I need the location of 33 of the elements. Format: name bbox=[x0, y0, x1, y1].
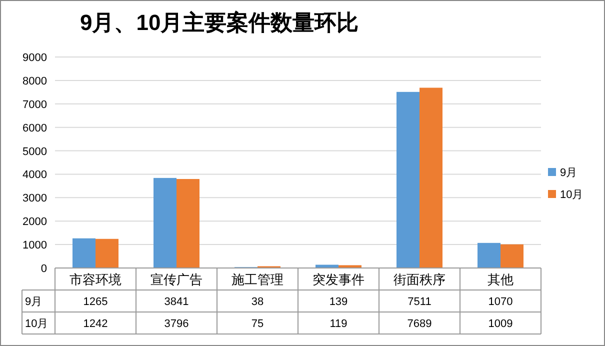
y-tick-label: 2000 bbox=[22, 216, 47, 228]
data-label: 7511 bbox=[408, 296, 432, 308]
x-tick-label: 市容环境 bbox=[70, 272, 122, 287]
x-tick-label: 施工管理 bbox=[232, 272, 284, 287]
x-tick-label: 宣传广告 bbox=[150, 272, 202, 287]
y-tick-label: 0 bbox=[40, 263, 47, 275]
y-tick-label: 4000 bbox=[22, 169, 47, 182]
y-tick-label: 9000 bbox=[22, 52, 47, 64]
data-label: 1009 bbox=[488, 318, 513, 330]
legend-label: 10月 bbox=[560, 189, 584, 201]
y-tick-label: 5000 bbox=[22, 146, 47, 158]
data-label: 3841 bbox=[164, 296, 189, 308]
data-label: 139 bbox=[329, 296, 348, 308]
y-tick-label: 7000 bbox=[22, 98, 47, 111]
data-label: 119 bbox=[330, 318, 348, 330]
data-label: 1265 bbox=[83, 296, 108, 308]
x-tick-label: 其他 bbox=[488, 272, 514, 287]
text: 9月 bbox=[25, 296, 42, 308]
x-tick-label: 突发事件 bbox=[312, 272, 364, 287]
x-tick-label: 街面秩序 bbox=[394, 272, 446, 287]
y-tick-label: 3000 bbox=[22, 192, 47, 205]
legend-label: 9月 bbox=[560, 167, 578, 179]
data-label: 3796 bbox=[164, 318, 189, 330]
data-label: 38 bbox=[251, 296, 264, 308]
y-tick-label: 6000 bbox=[22, 122, 47, 134]
data-label: 75 bbox=[251, 318, 264, 330]
y-tick-label: 1000 bbox=[22, 240, 47, 252]
y-tick-label: 8000 bbox=[22, 75, 47, 88]
chart-title: 9月、10月主要案件数量环比 bbox=[80, 10, 359, 35]
data-label: 1070 bbox=[488, 296, 513, 308]
data-label: 7689 bbox=[407, 318, 432, 330]
data-label: 1242 bbox=[83, 318, 108, 330]
text: 10月 bbox=[25, 318, 48, 330]
